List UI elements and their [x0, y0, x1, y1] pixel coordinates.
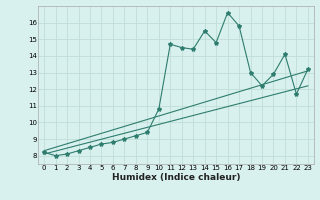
- X-axis label: Humidex (Indice chaleur): Humidex (Indice chaleur): [112, 173, 240, 182]
